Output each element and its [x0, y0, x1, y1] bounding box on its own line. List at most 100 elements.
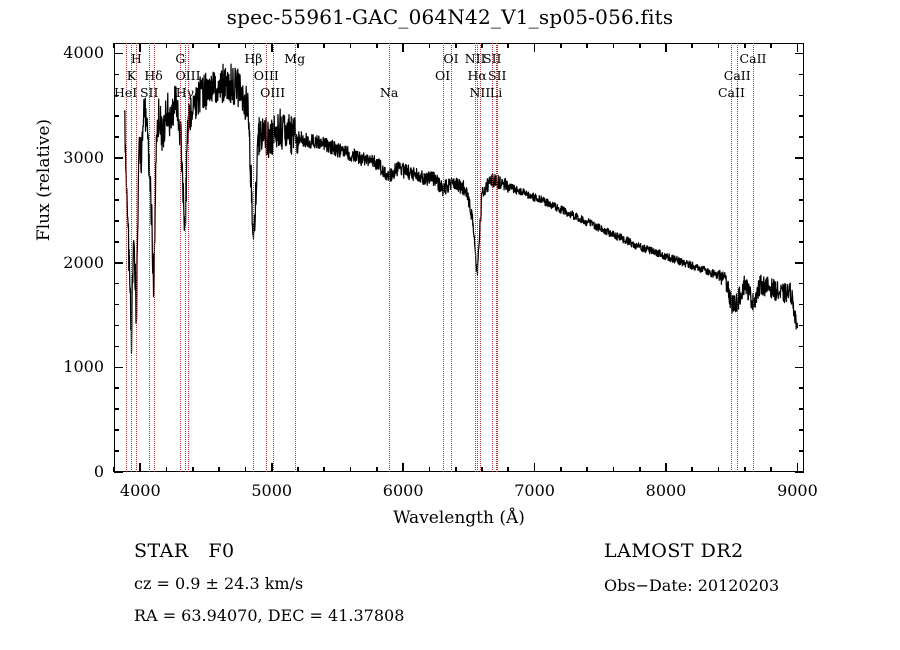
x-tick	[744, 467, 746, 472]
x-tick	[376, 467, 378, 472]
x-tick	[192, 467, 194, 472]
y-tick	[795, 52, 804, 55]
y-tick	[799, 387, 804, 390]
x-tick-label: 6000	[382, 481, 424, 500]
x-tick	[691, 467, 694, 472]
spectral-line-label: Hβ	[244, 51, 263, 66]
x-tick	[533, 463, 536, 472]
y-tick-label: 0	[93, 462, 104, 481]
spectral-line-label: SII	[488, 68, 507, 83]
x-tick	[297, 467, 299, 472]
spectral-line-label: CaII	[739, 51, 767, 66]
spectral-line-label: OIII	[253, 68, 279, 83]
spectral-line-marker	[442, 43, 445, 472]
spectral-line-marker	[450, 43, 453, 472]
y-tick	[114, 303, 119, 306]
x-tick	[507, 467, 510, 472]
spectral-line-label: OIII	[260, 85, 286, 100]
x-tick	[691, 43, 694, 48]
spectral-line-marker	[477, 43, 479, 472]
x-tick	[428, 43, 431, 48]
spectral-line-marker	[475, 43, 477, 472]
x-tick	[638, 467, 641, 472]
x-tick	[665, 43, 667, 52]
spectral-line-marker	[184, 43, 187, 472]
y-tick	[114, 157, 123, 159]
y-tick-label: 2000	[63, 252, 104, 272]
spectral-line-marker	[492, 43, 494, 472]
x-axis-title: Wavelength (Å)	[393, 508, 525, 528]
spectral-line-marker	[389, 43, 391, 472]
spectral-line-marker	[149, 43, 151, 472]
spectral-line-marker	[266, 43, 268, 472]
x-tick	[770, 467, 772, 472]
y-tick-label: 3000	[63, 148, 104, 168]
y-tick	[799, 199, 804, 201]
redshift-velocity: cz = 0.9 ± 24.3 km/s	[134, 574, 304, 593]
y-tick	[114, 136, 119, 138]
spectral-line-marker	[272, 43, 275, 472]
x-tick	[717, 43, 720, 48]
survey-name: LAMOST DR2	[604, 540, 744, 562]
spectral-line-label: OI	[443, 51, 459, 66]
spectral-line-label: Hγ	[175, 85, 195, 100]
spectral-line-marker	[479, 43, 482, 472]
y-tick	[799, 282, 804, 285]
x-tick-label: 4000	[119, 481, 161, 500]
x-tick-label: 5000	[251, 481, 293, 500]
spectral-line-label: Mg	[284, 51, 306, 66]
y-tick	[799, 220, 804, 222]
spectral-line-label: Hδ	[144, 68, 163, 83]
y-tick	[799, 450, 804, 452]
x-tick	[665, 463, 667, 472]
object-class-label: STAR F0	[134, 540, 235, 562]
y-tick	[795, 366, 804, 369]
y-tick	[114, 241, 119, 243]
y-tick	[114, 199, 119, 201]
page-title: spec-55961-GAC_064N42_V1_sp05-056.fits	[226, 5, 674, 29]
y-tick	[114, 366, 123, 369]
spectral-line-marker	[496, 43, 498, 472]
x-tick	[297, 43, 299, 48]
x-tick	[244, 43, 247, 48]
object-class: STAR	[134, 540, 189, 562]
spectrum-plot-area	[123, 63, 799, 354]
y-tick	[114, 471, 123, 473]
y-tick	[799, 178, 804, 180]
spectral-line-marker	[497, 43, 499, 472]
coordinates: RA = 63.94070, DEC = 41.37808	[134, 606, 405, 625]
y-tick	[114, 261, 123, 264]
x-tick	[454, 43, 457, 48]
spectral-line-label: NII	[469, 85, 491, 100]
spectral-line-label: SII	[483, 51, 502, 66]
y-axis-title: Flux (relative)	[34, 118, 54, 242]
y-tick	[114, 52, 123, 55]
y-tick	[799, 115, 804, 118]
spectral-line-marker	[253, 43, 255, 472]
spectral-line-label: CaII	[723, 68, 751, 83]
y-tick	[799, 408, 804, 410]
x-tick	[612, 43, 615, 48]
x-tick	[270, 43, 273, 52]
y-tick	[114, 429, 119, 431]
spectral-line-label: OI	[434, 68, 451, 83]
y-tick	[799, 241, 804, 243]
spectral-line-label: Li	[489, 85, 503, 100]
x-tick	[113, 467, 115, 472]
x-tick	[192, 43, 194, 48]
x-tick	[113, 43, 115, 48]
x-tick	[139, 463, 142, 472]
x-tick	[270, 463, 273, 472]
spectral-line-label: H	[130, 51, 142, 66]
spectral-line-label: HeI	[113, 85, 138, 100]
x-tick	[796, 43, 799, 52]
spectral-line-marker	[180, 43, 182, 472]
x-tick	[744, 43, 746, 48]
y-tick	[799, 94, 804, 97]
x-tick	[323, 43, 326, 48]
y-tick	[795, 261, 804, 264]
spectral-line-label: K	[126, 68, 137, 83]
y-tick	[799, 303, 804, 306]
y-tick	[114, 387, 119, 390]
y-tick	[799, 429, 804, 431]
